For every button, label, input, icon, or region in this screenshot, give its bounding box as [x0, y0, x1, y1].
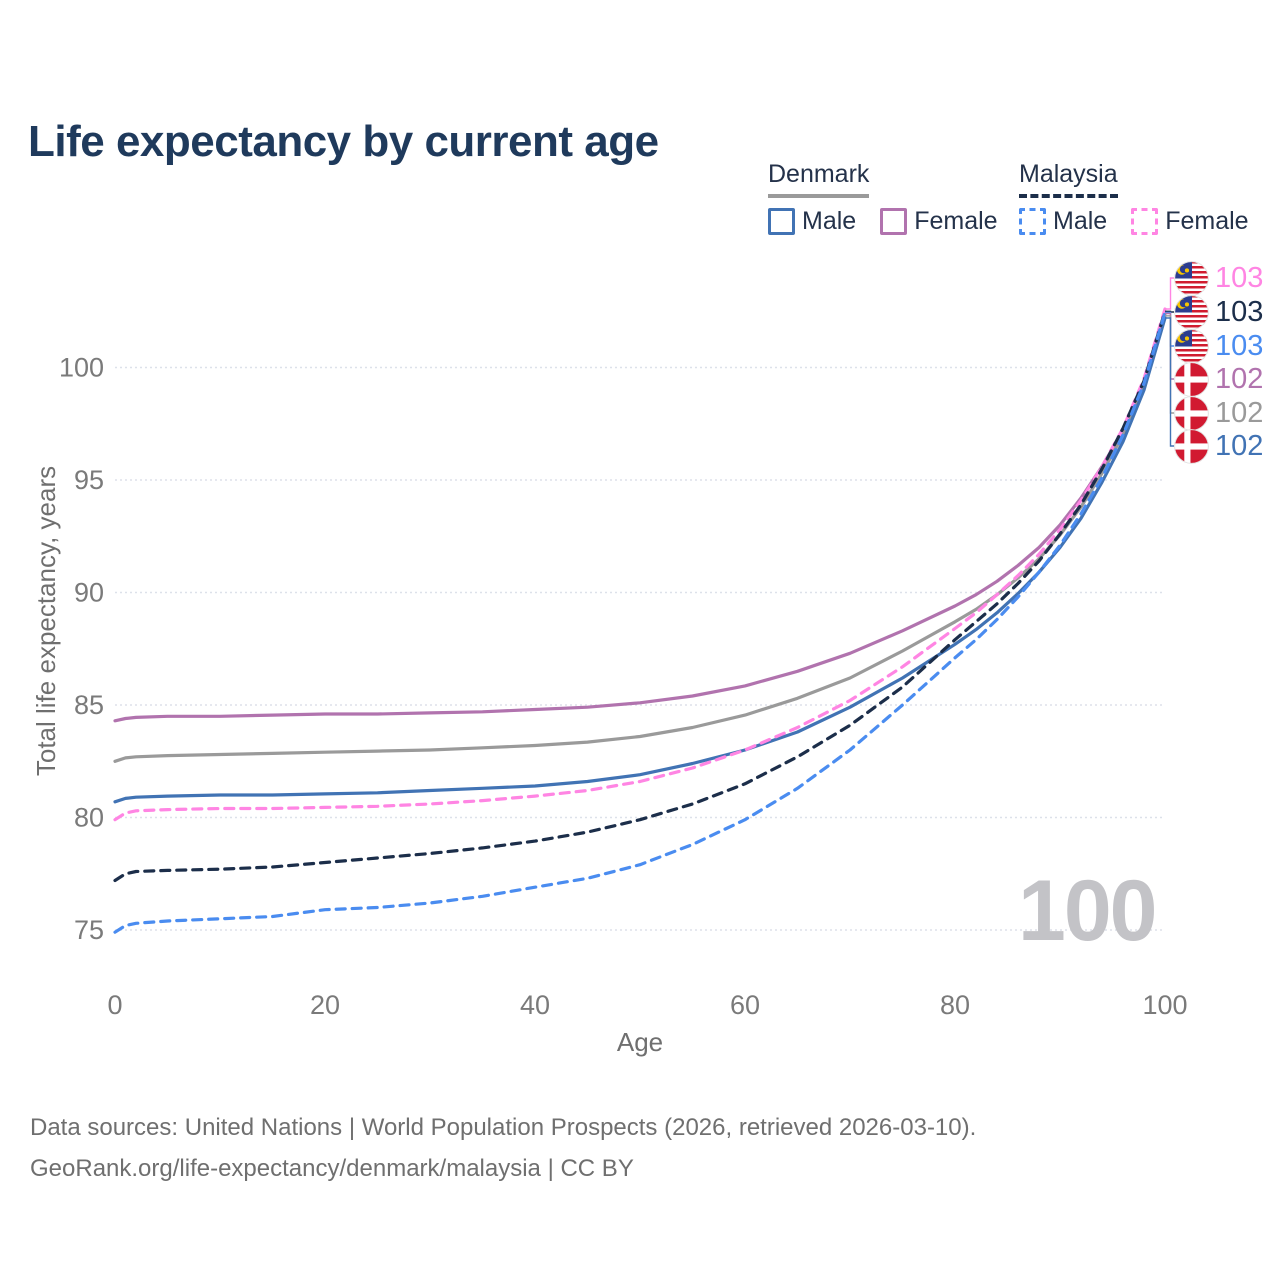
y-axis-title: Total life expectancy, years	[31, 465, 61, 777]
legend-country-malaysia[interactable]: Malaysia	[1019, 160, 1118, 198]
series-line-denmark-male[interactable]	[113, 316, 1167, 804]
legend-swatch-malaysia-female[interactable]	[1131, 208, 1159, 235]
series-line-denmark-female[interactable]	[113, 311, 1167, 723]
legend-swatch-denmark-female[interactable]	[880, 208, 908, 235]
legend-label-denmark-male[interactable]: Male	[802, 207, 857, 235]
x-tick-40: 40	[520, 990, 550, 1020]
end-label-row-denmark-combined: 102	[1174, 395, 1264, 431]
series-line-malaysia-male[interactable]	[113, 310, 1167, 934]
end-value-label-malaysia-male: 103	[1215, 329, 1264, 362]
legend-label-malaysia-female[interactable]: Female	[1165, 207, 1249, 235]
end-label-connector-malaysia-female	[1165, 277, 1174, 310]
footer-url-line[interactable]: GeoRank.org/life-expectancy/denmark/mala…	[30, 1154, 634, 1182]
end-label-connector-denmark-male	[1165, 317, 1174, 447]
denmark-flag-icon	[1174, 428, 1209, 464]
end-label-row-malaysia-male: 103	[1174, 328, 1264, 364]
page-title: Life expectancy by current age	[28, 117, 659, 167]
end-value-label-denmark-female: 102	[1215, 362, 1264, 395]
denmark-flag-icon	[1174, 361, 1209, 397]
legend-label-denmark-female[interactable]: Female	[914, 207, 998, 235]
malaysia-flag-icon	[1174, 328, 1209, 364]
legend-label-malaysia-male[interactable]: Male	[1053, 207, 1108, 235]
x-axis-title: Age	[616, 1027, 664, 1057]
end-value-label-denmark-combined: 102	[1215, 396, 1264, 429]
x-tick-80: 80	[940, 990, 970, 1020]
legend-group-malaysia: Malaysia Male Female	[1019, 160, 1249, 236]
legend-swatch-malaysia-male[interactable]	[1019, 208, 1046, 235]
x-tick-60: 60	[730, 990, 760, 1020]
y-tick-85: 85	[74, 690, 104, 720]
footer: Data sources: United Nations | World Pop…	[30, 1108, 976, 1190]
y-tick-95: 95	[74, 465, 104, 495]
age-cursor-watermark: 100	[1018, 863, 1157, 959]
legend-country-denmark[interactable]: Denmark	[768, 160, 870, 198]
series-line-malaysia-combined[interactable]	[113, 309, 1167, 883]
malaysia-flag-icon	[1174, 294, 1209, 330]
legend-swatch-denmark-male[interactable]	[768, 208, 795, 235]
end-label-connector-denmark-combined	[1165, 315, 1174, 414]
end-value-label-denmark-male: 102	[1215, 429, 1264, 462]
malaysia-flag-icon	[1174, 260, 1209, 296]
series-line-denmark-combined[interactable]	[113, 314, 1167, 763]
y-tick-80: 80	[74, 803, 104, 833]
footer-source-line: Data sources: United Nations | World Pop…	[30, 1114, 977, 1141]
end-label-connector-malaysia-combined	[1165, 310, 1174, 313]
legend-group-denmark: Denmark Male Female	[768, 160, 998, 236]
end-label-row-denmark-male: 102	[1174, 428, 1264, 464]
y-tick-75: 75	[74, 915, 104, 945]
end-value-label-malaysia-female: 103	[1215, 261, 1264, 294]
end-label-row-denmark-female: 102	[1174, 361, 1264, 397]
y-tick-90: 90	[74, 578, 104, 608]
y-tick-100: 100	[59, 353, 104, 383]
end-label-row-malaysia-female: 103	[1174, 260, 1264, 296]
denmark-flag-icon	[1174, 395, 1209, 431]
series-line-malaysia-female[interactable]	[113, 307, 1167, 822]
end-value-label-malaysia-combined: 103	[1215, 295, 1264, 328]
end-label-row-malaysia-combined: 103	[1174, 294, 1264, 330]
x-tick-100: 100	[1142, 990, 1187, 1020]
x-tick-20: 20	[310, 990, 340, 1020]
x-tick-0: 0	[107, 990, 122, 1020]
